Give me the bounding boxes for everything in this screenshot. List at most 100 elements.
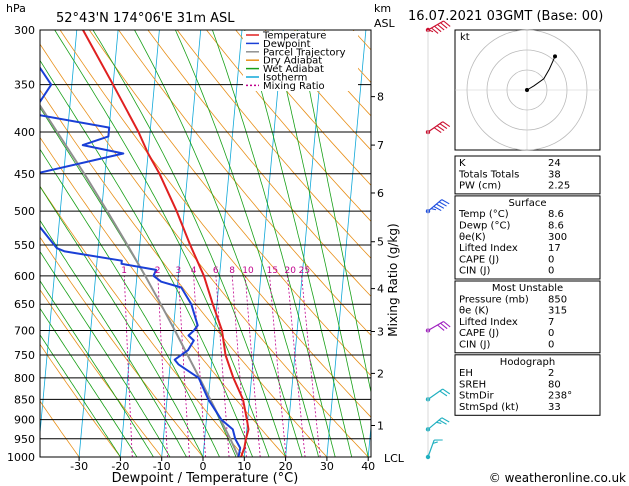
barb-flag — [439, 123, 448, 129]
altitude-tick-label: 7 — [377, 139, 384, 152]
barb-staff — [427, 439, 435, 458]
wet-adiabat-line — [40, 307, 138, 457]
pressure-tick-label: 950 — [14, 433, 35, 446]
barb-flag — [434, 25, 442, 33]
barb-flag — [433, 205, 442, 212]
dry-adiabat-line — [40, 89, 328, 457]
mixing-ratio-line — [123, 275, 133, 457]
mixing-ratio-label: 3 — [176, 266, 182, 276]
temperature-tick-label: 20 — [279, 460, 293, 473]
mixing-ratio-label: 1 — [121, 266, 127, 276]
table-row-value: 17 — [548, 243, 561, 254]
pressure-axis: 300 350 400 450 500 550 600 650 700 750 800 850 900 9… — [7, 24, 35, 464]
temperature-curve — [82, 30, 250, 457]
table-section-title: Hodograph — [500, 357, 555, 368]
mixing-ratio-line — [287, 275, 306, 457]
table-row-value: 8.6 — [548, 209, 564, 220]
mixing-ratio-line — [231, 275, 247, 457]
table-box — [454, 354, 601, 416]
table-row-label: CAPE (J) — [459, 328, 499, 339]
pressure-tick-label: 800 — [14, 372, 35, 385]
wet-adiabat-line — [54, 30, 270, 457]
table-row-value: 238° — [548, 391, 572, 402]
hpa-unit-label: hPa — [6, 2, 26, 15]
isotherm-line — [161, 30, 202, 457]
barb-dot — [425, 454, 431, 460]
mixing-ratio-line — [157, 275, 168, 457]
table-row-label: StmSpd (kt) — [459, 402, 519, 413]
mixing-ratio-line — [244, 275, 261, 457]
barb-flag — [443, 20, 451, 27]
isotherm-line — [202, 30, 243, 457]
dry-adiabat-line — [235, 30, 371, 186]
altitude-tick-label: 6 — [377, 187, 384, 200]
barb-flag — [440, 322, 448, 330]
wind-barbs — [425, 20, 451, 460]
isotherm-line — [78, 30, 119, 457]
barb-flag — [436, 421, 442, 424]
x-axis-label: Dewpoint / Temperature (°C) — [112, 471, 299, 486]
asl-unit-label: ASL — [374, 17, 396, 30]
mixing-ratio-label: 15 — [267, 266, 278, 276]
barb-flag — [431, 27, 439, 34]
table-row-value: 24 — [548, 158, 561, 169]
altitude-tick-label: 4 — [377, 283, 384, 296]
table-box — [454, 155, 601, 195]
table-row-value: 2.25 — [548, 181, 570, 192]
altitude-axis: 1 2 3 4 5 6 7 8 — [371, 91, 384, 433]
dry-adiabat-line — [40, 343, 121, 457]
barb-staff — [427, 388, 444, 400]
isotherm-line — [326, 30, 367, 457]
barb-flag — [442, 121, 451, 127]
wet-adiabat-lines — [40, 30, 371, 457]
legend-entry: Dry Adiabat — [263, 56, 322, 67]
legend-entry: Isotherm — [263, 73, 307, 84]
dry-adiabat-line — [88, 30, 371, 377]
y-axis-label-mixing-ratio: Mixing Ratio (g/kg) — [386, 223, 400, 336]
altitude-tick-label: 1 — [377, 420, 384, 433]
barb-staff — [427, 121, 444, 133]
altitude-tick-label: 8 — [377, 91, 384, 104]
dry-adiabat-line — [40, 185, 245, 457]
barb-flag — [442, 388, 451, 395]
location-label: 52°43'N 174°06'E 31m ASL — [56, 11, 235, 26]
dry-adiabat-line — [59, 30, 371, 418]
temperature-tick-label: -20 — [111, 460, 129, 473]
mixing-ratio-line — [193, 275, 206, 457]
table-row-value: 80 — [548, 379, 561, 390]
km-unit-label: km — [374, 2, 391, 15]
dry-adiabat-line — [205, 30, 371, 222]
mixing-ratio-label: 2 — [155, 266, 161, 276]
temperature-tick-label: 30 — [320, 460, 334, 473]
pressure-tick-label: 350 — [14, 79, 35, 92]
barb-flag — [440, 22, 448, 29]
plot-frame — [39, 29, 372, 458]
table-row-label: Lifted Index — [459, 317, 518, 328]
barb-flag — [433, 127, 442, 134]
wet-adiabat-line — [40, 334, 121, 457]
table-row-label: CAPE (J) — [459, 254, 499, 265]
table-row-label: θe (K) — [459, 306, 489, 317]
temperature-tick-label: -10 — [153, 460, 171, 473]
dry-adiabat-lines — [40, 30, 371, 457]
mixing-ratio-line — [178, 275, 190, 457]
table-row-value: 0 — [548, 266, 554, 277]
barb-flag — [439, 390, 448, 397]
table-row-label: θe(K) — [459, 232, 486, 243]
mixing-ratio-label: 10 — [242, 266, 254, 276]
barb-flag — [438, 201, 447, 207]
wind-barb — [425, 30, 443, 460]
table-row-value: 38 — [548, 169, 561, 180]
barb-flag — [441, 417, 450, 423]
altitude-tick-label: 5 — [377, 236, 384, 249]
temperature-axis: -30 -20 -10 0 10 20 30 40 — [70, 457, 375, 473]
barb-flag — [430, 208, 437, 211]
mixing-ratio-line — [301, 275, 321, 457]
credit-label: © weatheronline.co.uk — [489, 471, 626, 485]
dry-adiabat-line — [118, 30, 371, 336]
barb-flag — [436, 203, 445, 209]
isotherm-line — [243, 30, 284, 457]
isobar-lines — [40, 30, 371, 457]
